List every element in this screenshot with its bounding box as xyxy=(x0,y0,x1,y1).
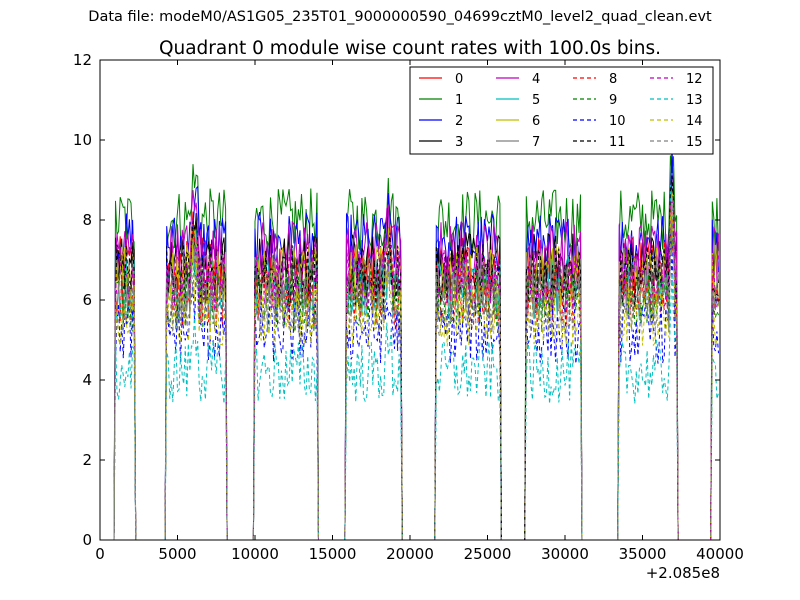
x-tick-label: 40000 xyxy=(696,545,744,563)
series-line-0 xyxy=(113,175,719,540)
y-tick-label: 6 xyxy=(82,291,92,309)
series-line-11 xyxy=(113,176,719,540)
y-tick-label: 0 xyxy=(82,531,92,549)
legend-label-11: 11 xyxy=(609,135,626,150)
chart-title: Quadrant 0 module wise count rates with … xyxy=(159,38,661,59)
legend-label-13: 13 xyxy=(686,93,703,108)
series-line-2 xyxy=(113,145,719,540)
legend-box xyxy=(409,66,714,155)
legend-label-6: 6 xyxy=(532,114,540,129)
x-tick-label: 5000 xyxy=(158,545,196,563)
legend-label-5: 5 xyxy=(532,93,540,108)
legend-label-14: 14 xyxy=(686,114,703,129)
series-line-1 xyxy=(113,155,719,540)
legend-label-0: 0 xyxy=(455,72,463,87)
figure-suptitle: Data file: modeM0/AS1G05_235T01_90000005… xyxy=(88,9,712,25)
x-tick-label: 10000 xyxy=(231,545,279,563)
series-line-14 xyxy=(113,211,719,540)
legend-label-4: 4 xyxy=(532,72,540,87)
legend-label-7: 7 xyxy=(532,135,540,150)
x-tick-label: 35000 xyxy=(619,545,667,563)
y-tick-label: 12 xyxy=(73,51,92,69)
legend-label-10: 10 xyxy=(609,114,626,129)
y-tick-label: 2 xyxy=(82,451,92,469)
x-tick-label: 25000 xyxy=(464,545,512,563)
legend-label-1: 1 xyxy=(455,93,463,108)
y-tick-label: 4 xyxy=(82,371,92,389)
x-tick-label: 15000 xyxy=(309,545,357,563)
y-tick-label: 8 xyxy=(82,211,92,229)
legend-label-12: 12 xyxy=(686,72,703,87)
x-offset-label: +2.085e8 xyxy=(646,564,720,582)
x-tick-label: 20000 xyxy=(386,545,434,563)
series-layer xyxy=(113,145,719,540)
series-line-4 xyxy=(113,190,719,540)
series-line-8 xyxy=(113,198,719,540)
legend-label-15: 15 xyxy=(686,135,703,150)
legend-label-9: 9 xyxy=(609,93,617,108)
legend-label-3: 3 xyxy=(455,135,463,150)
x-tick-label: 30000 xyxy=(541,545,589,563)
x-tick-label: 0 xyxy=(95,545,105,563)
legend-label-8: 8 xyxy=(609,72,617,87)
x-axis: 0 5000 10000 15000 20000 25000 30000 35000 40000 xyxy=(95,60,744,563)
legend-label-2: 2 xyxy=(455,114,463,129)
y-tick-label: 10 xyxy=(73,131,92,149)
